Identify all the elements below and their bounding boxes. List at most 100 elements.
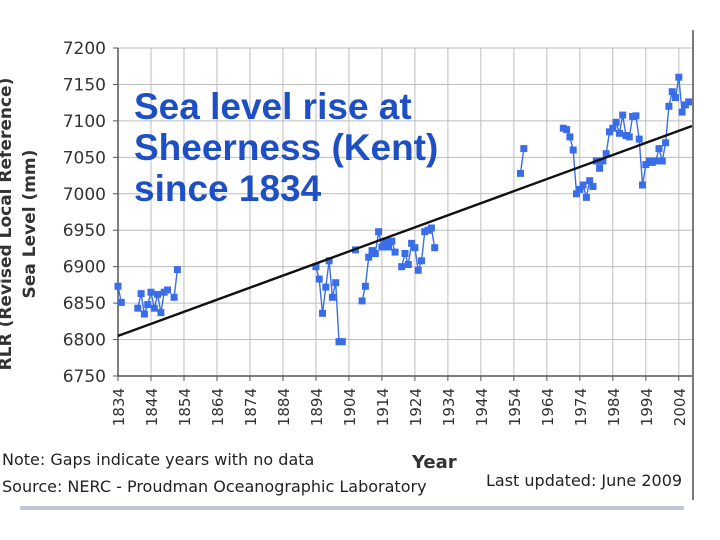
last-updated-note: Last updated: June 2009 <box>486 471 683 490</box>
data-point <box>573 190 580 198</box>
data-point <box>520 145 528 153</box>
series-line-segment <box>519 148 525 174</box>
data-point <box>658 157 666 165</box>
x-tick-label: 1984 <box>605 388 623 426</box>
data-point <box>672 94 679 102</box>
plot-right-border <box>692 30 694 500</box>
data-point <box>589 183 597 190</box>
data-point <box>338 338 346 346</box>
data-point <box>635 135 643 143</box>
x-tick-label: 1954 <box>506 388 524 426</box>
data-point <box>685 98 693 106</box>
data-point <box>332 279 340 287</box>
data-point <box>517 169 524 177</box>
data-point <box>375 228 383 236</box>
data-point <box>154 290 162 298</box>
data-point <box>140 310 148 318</box>
data-point <box>388 237 396 245</box>
data-point <box>662 139 670 147</box>
data-point <box>173 266 181 274</box>
y-axis-label-line-1: RLR (Revised Local Reference) <box>0 77 16 371</box>
data-point <box>655 145 663 153</box>
y-axis-label: RLR (Revised Local Reference) Sea Level … <box>0 54 50 394</box>
x-tick-label: 1864 <box>209 388 227 426</box>
top-strip <box>0 0 720 6</box>
data-point <box>576 185 584 193</box>
y-tick-label: 6850 <box>63 294 106 314</box>
data-point <box>315 275 323 283</box>
data-point <box>675 73 683 81</box>
gridlines <box>113 47 692 381</box>
slide-bottom-rule <box>20 506 684 510</box>
y-tick-label: 7100 <box>63 112 106 132</box>
data-point <box>117 298 125 306</box>
data-point <box>371 250 379 257</box>
x-tick-label: 2004 <box>671 388 689 426</box>
data-point <box>150 304 158 312</box>
data-point <box>385 243 392 251</box>
data-point <box>319 309 326 317</box>
x-tick-label: 1994 <box>638 388 656 426</box>
data-point <box>411 244 419 252</box>
chart-title: Sea level rise at Sheerness (Kent) since… <box>134 86 514 209</box>
data-point <box>668 88 676 96</box>
x-tick-label: 1914 <box>374 388 392 426</box>
data-point <box>147 288 155 296</box>
y-tick-label: 7050 <box>63 148 106 168</box>
data-point <box>427 224 435 232</box>
data-point <box>586 177 594 185</box>
x-tick-label: 1934 <box>440 388 458 426</box>
x-tick-label: 1924 <box>407 388 425 426</box>
x-tick-label: 1944 <box>473 388 491 426</box>
data-point <box>134 304 142 312</box>
series-line-segment <box>137 289 168 315</box>
x-tick-label: 1964 <box>539 388 557 426</box>
data-point <box>569 146 577 154</box>
title-line-2: Sheerness (Kent) <box>134 127 439 168</box>
data-point <box>114 282 122 290</box>
y-axis-label-line-2: Sea Level (mm) <box>20 149 40 299</box>
data-point <box>579 181 587 189</box>
data-point <box>431 244 439 252</box>
x-tick-label: 1874 <box>242 388 260 426</box>
data-point <box>404 261 412 268</box>
data-point <box>652 157 660 165</box>
data-point <box>582 193 590 201</box>
data-point <box>157 309 165 317</box>
data-point <box>678 108 686 116</box>
x-axis-label: Year <box>412 452 457 473</box>
x-tick-label: 1974 <box>572 388 590 426</box>
data-point <box>328 293 336 301</box>
data-point <box>378 243 386 251</box>
data-point <box>414 266 422 274</box>
x-tick-label: 1834 <box>110 388 128 426</box>
y-tick-label: 6800 <box>63 331 106 351</box>
data-point <box>391 248 399 256</box>
data-point <box>566 133 574 141</box>
y-tick-label: 7200 <box>63 39 106 59</box>
x-tick-labels: 1834 1844 1854 1864 1874 1884 1894 1904 1914 1924… <box>110 388 689 426</box>
data-point <box>408 239 416 247</box>
y-tick-label: 7150 <box>63 75 106 95</box>
data-point <box>358 297 366 305</box>
x-tick-label: 1854 <box>176 388 194 426</box>
data-point <box>322 283 330 291</box>
data-point <box>418 257 425 265</box>
gaps-note: Note: Gaps indicate years with no data <box>2 450 315 469</box>
data-point <box>325 257 333 265</box>
source-note: Source: NERC - Proudman Oceanographic La… <box>2 477 427 496</box>
data-point <box>170 293 178 301</box>
data-point <box>625 133 633 141</box>
x-tick-label: 1884 <box>275 388 293 426</box>
plot-area <box>118 48 692 376</box>
data-point <box>639 181 646 189</box>
x-tick-label: 1844 <box>143 388 161 426</box>
data-point <box>632 112 640 120</box>
x-tick-label: 1894 <box>308 388 326 426</box>
y-tick-label: 6750 <box>63 367 106 387</box>
data-point <box>599 157 607 165</box>
y-tick-labels: 6750 6800 6850 6900 6950 7000 7050 7100 7150 7200 <box>63 39 106 387</box>
data-point <box>665 102 673 110</box>
data-point <box>144 301 152 309</box>
